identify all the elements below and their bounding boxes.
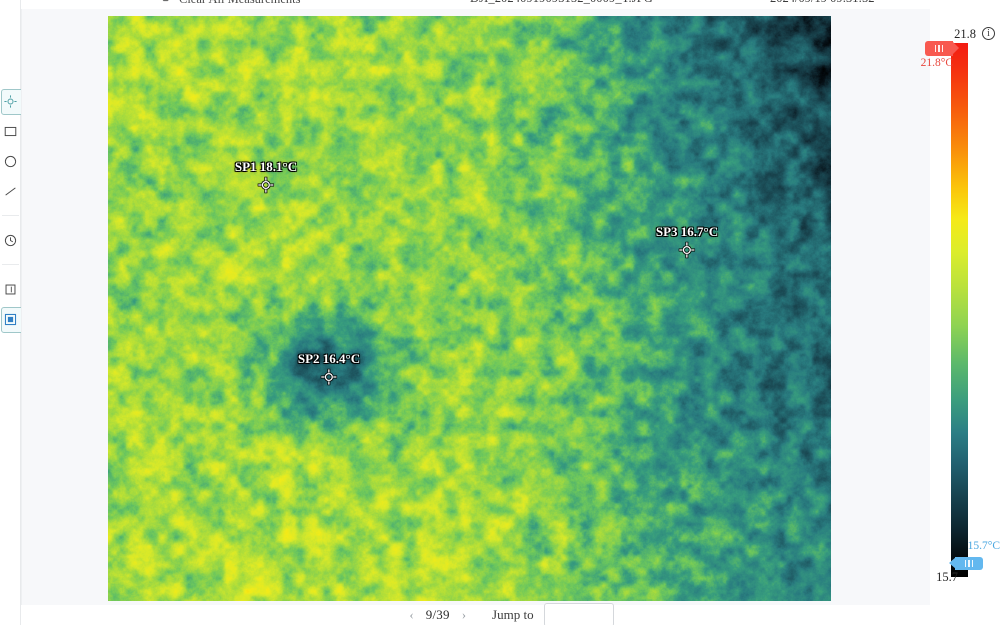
circle-icon — [4, 155, 17, 168]
info-icon[interactable]: i — [982, 27, 995, 40]
thermal-image-canvas[interactable] — [108, 16, 831, 601]
clear-all-measurements-label: Clear All Measurements — [179, 0, 301, 7]
temperature-colorbar: 21.8 i 21.8°C 15.7°C 15.7 — [915, 9, 1000, 605]
eraser-icon — [160, 0, 173, 7]
crop-tool[interactable] — [0, 274, 21, 304]
image-viewport[interactable]: SP1 18.1°C — [21, 9, 930, 605]
colorbar-min-label: 15.7°C — [967, 540, 1000, 552]
palette-square-icon — [4, 313, 17, 326]
thermal-image[interactable]: SP1 18.1°C — [108, 16, 831, 601]
ellipse-measure-tool[interactable] — [0, 146, 21, 176]
tool-rail — [0, 0, 25, 625]
line-icon — [4, 185, 17, 198]
point-measure-tool[interactable] — [0, 86, 25, 116]
jump-to-label: Jump to — [492, 607, 534, 622]
image-timestamp: 2024/09/19 09:31:52 — [770, 0, 875, 6]
image-filename: DJI_20240919093152_0009_T.JPG — [470, 0, 653, 6]
grip-icon — [964, 560, 974, 567]
rectangle-icon — [4, 125, 17, 138]
crosshair-point-icon — [4, 94, 17, 108]
colorbar-max-tick: 21.8 — [954, 27, 976, 41]
history-tool[interactable] — [0, 225, 21, 255]
rail-divider — [2, 215, 19, 216]
colorbar-min-tick: 15.7 — [936, 570, 958, 584]
line-measure-tool[interactable] — [0, 176, 21, 206]
page-indicator: 9/39 — [425, 607, 450, 622]
jump-to-input[interactable] — [543, 603, 614, 625]
rect-measure-tool[interactable] — [0, 116, 21, 146]
grip-icon — [934, 45, 944, 52]
palette-tool[interactable] — [0, 304, 25, 334]
next-page-button[interactable]: › — [461, 607, 467, 622]
rail-divider — [2, 264, 19, 265]
clear-all-measurements-button[interactable]: Clear All Measurements — [160, 0, 301, 7]
colorbar-max-handle[interactable] — [925, 41, 959, 56]
crop-icon — [4, 283, 17, 296]
pagination-bar: ‹ 9/39 › Jump to — [21, 603, 1000, 625]
clock-history-icon — [4, 234, 17, 247]
colorbar-max-label: 21.8°C — [920, 57, 953, 69]
colorbar-gradient[interactable] — [951, 43, 968, 577]
colorbar-min-handle[interactable] — [949, 557, 983, 570]
prev-page-button[interactable]: ‹ — [409, 607, 414, 622]
